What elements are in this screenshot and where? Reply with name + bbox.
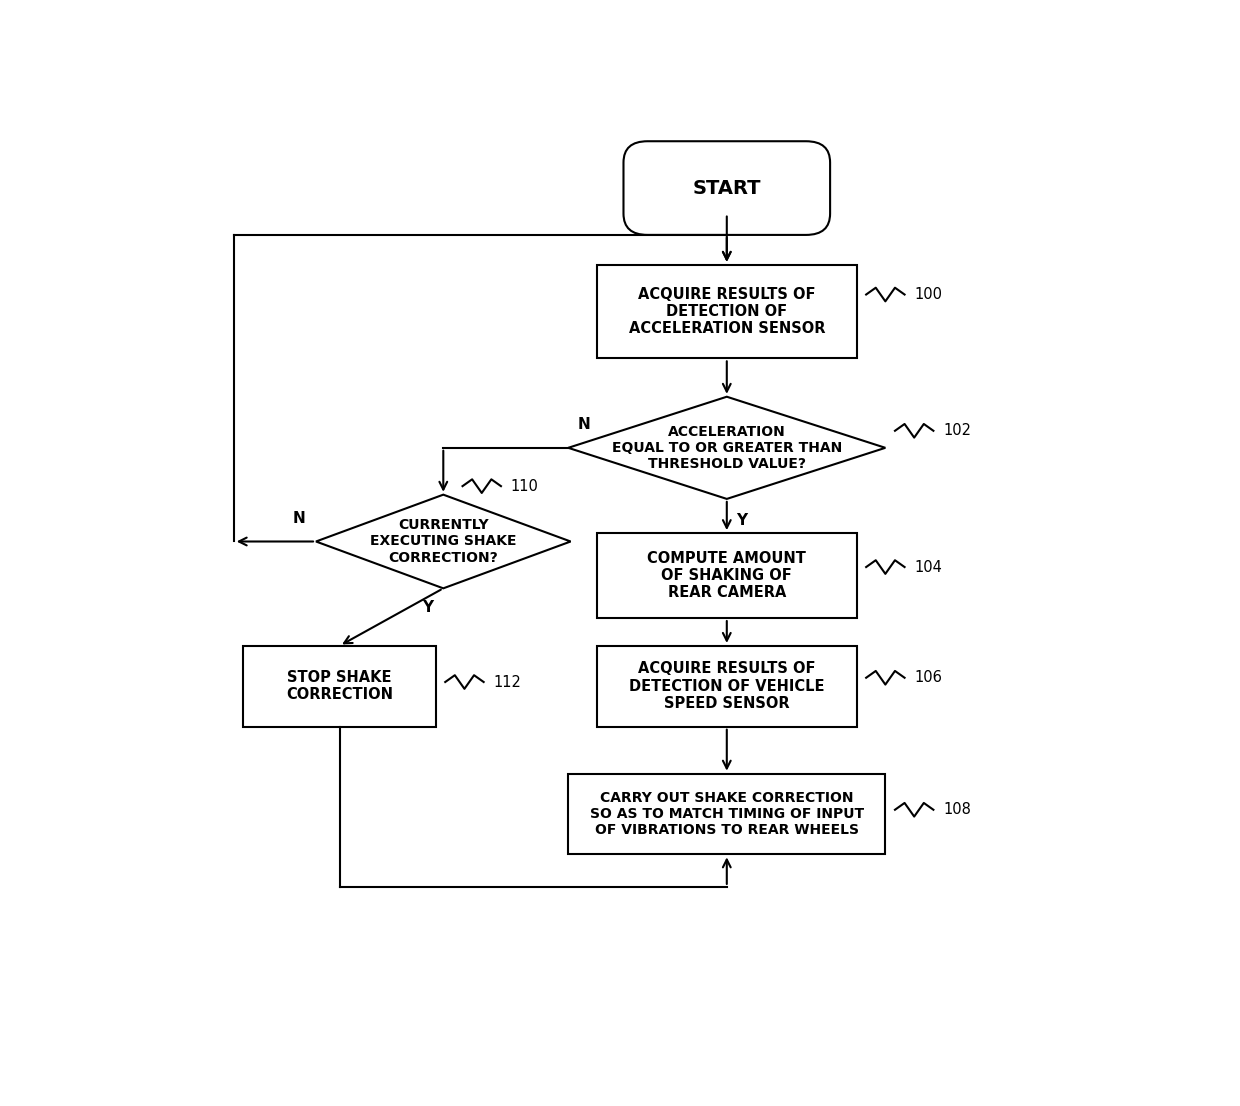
Bar — [596, 533, 857, 618]
Polygon shape — [316, 494, 570, 588]
Text: 100: 100 — [914, 288, 942, 302]
Text: 110: 110 — [511, 479, 538, 493]
Text: 104: 104 — [914, 560, 942, 574]
Text: CURRENTLY
EXECUTING SHAKE
CORRECTION?: CURRENTLY EXECUTING SHAKE CORRECTION? — [370, 519, 517, 565]
Text: N: N — [578, 417, 590, 432]
Text: Y: Y — [737, 513, 748, 528]
Text: 106: 106 — [914, 670, 942, 686]
Text: STOP SHAKE
CORRECTION: STOP SHAKE CORRECTION — [286, 670, 393, 702]
Text: ACCELERATION
EQUAL TO OR GREATER THAN
THRESHOLD VALUE?: ACCELERATION EQUAL TO OR GREATER THAN TH… — [611, 425, 842, 471]
Text: Y: Y — [423, 599, 434, 615]
Bar — [568, 773, 885, 855]
Text: ACQUIRE RESULTS OF
DETECTION OF VEHICLE
SPEED SENSOR: ACQUIRE RESULTS OF DETECTION OF VEHICLE … — [629, 661, 825, 711]
Bar — [596, 264, 857, 358]
Bar — [596, 646, 857, 727]
Text: 112: 112 — [494, 675, 521, 689]
Polygon shape — [568, 397, 885, 499]
Text: CARRY OUT SHAKE CORRECTION
SO AS TO MATCH TIMING OF INPUT
OF VIBRATIONS TO REAR : CARRY OUT SHAKE CORRECTION SO AS TO MATC… — [590, 791, 864, 837]
Text: 108: 108 — [944, 802, 971, 817]
Text: 102: 102 — [944, 424, 971, 438]
FancyBboxPatch shape — [624, 142, 830, 234]
Text: ACQUIRE RESULTS OF
DETECTION OF
ACCELERATION SENSOR: ACQUIRE RESULTS OF DETECTION OF ACCELERA… — [629, 286, 825, 336]
Text: N: N — [293, 511, 305, 526]
Text: START: START — [693, 178, 761, 198]
Text: COMPUTE AMOUNT
OF SHAKING OF
REAR CAMERA: COMPUTE AMOUNT OF SHAKING OF REAR CAMERA — [647, 551, 806, 601]
Bar — [243, 646, 435, 727]
